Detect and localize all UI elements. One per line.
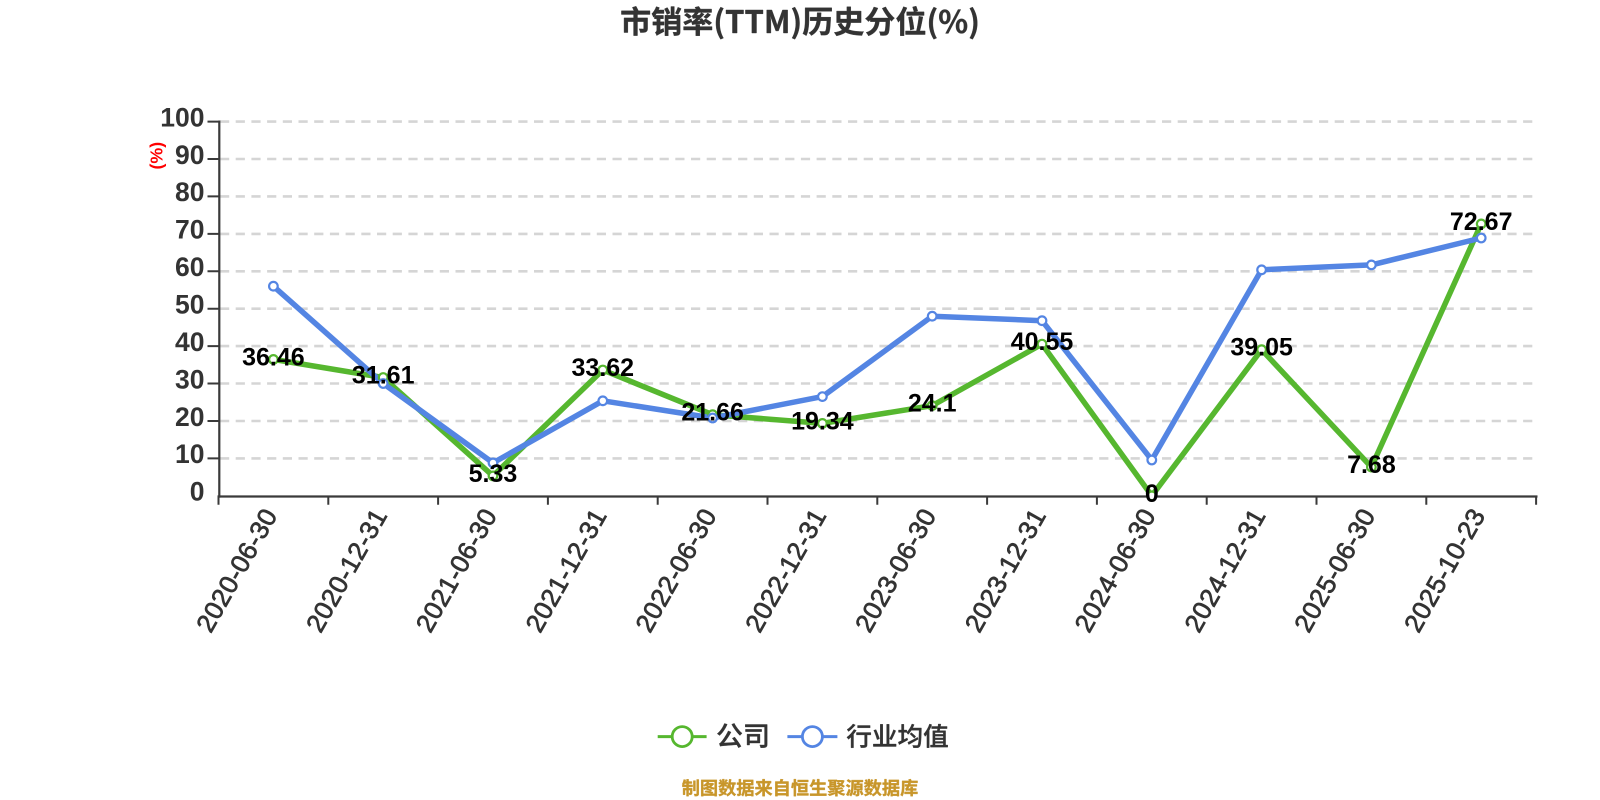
svg-text:80: 80 [175,177,204,207]
svg-text:30: 30 [175,364,204,394]
svg-text:24.1: 24.1 [908,390,957,418]
svg-text:0: 0 [190,477,205,507]
svg-text:0: 0 [1145,480,1159,508]
svg-text:7.68: 7.68 [1347,451,1396,479]
svg-text:10: 10 [175,439,204,469]
svg-text:40.55: 40.55 [1011,328,1074,356]
svg-text:70: 70 [175,215,204,245]
svg-text:21.66: 21.66 [681,399,744,427]
svg-text:19.34: 19.34 [791,407,854,435]
svg-text:100: 100 [160,102,204,132]
svg-text:(%): (%) [146,142,166,170]
svg-text:40: 40 [175,327,204,357]
svg-text:72.67: 72.67 [1450,208,1513,236]
svg-text:20: 20 [175,402,204,432]
svg-text:50: 50 [175,290,204,320]
svg-text:33.62: 33.62 [572,354,635,382]
svg-text:5.33: 5.33 [469,460,518,488]
svg-text:31.61: 31.61 [352,362,415,390]
svg-text:36.46: 36.46 [242,343,305,371]
svg-text:60: 60 [175,252,204,282]
svg-text:39.05: 39.05 [1230,334,1293,362]
svg-text:90: 90 [175,140,204,170]
